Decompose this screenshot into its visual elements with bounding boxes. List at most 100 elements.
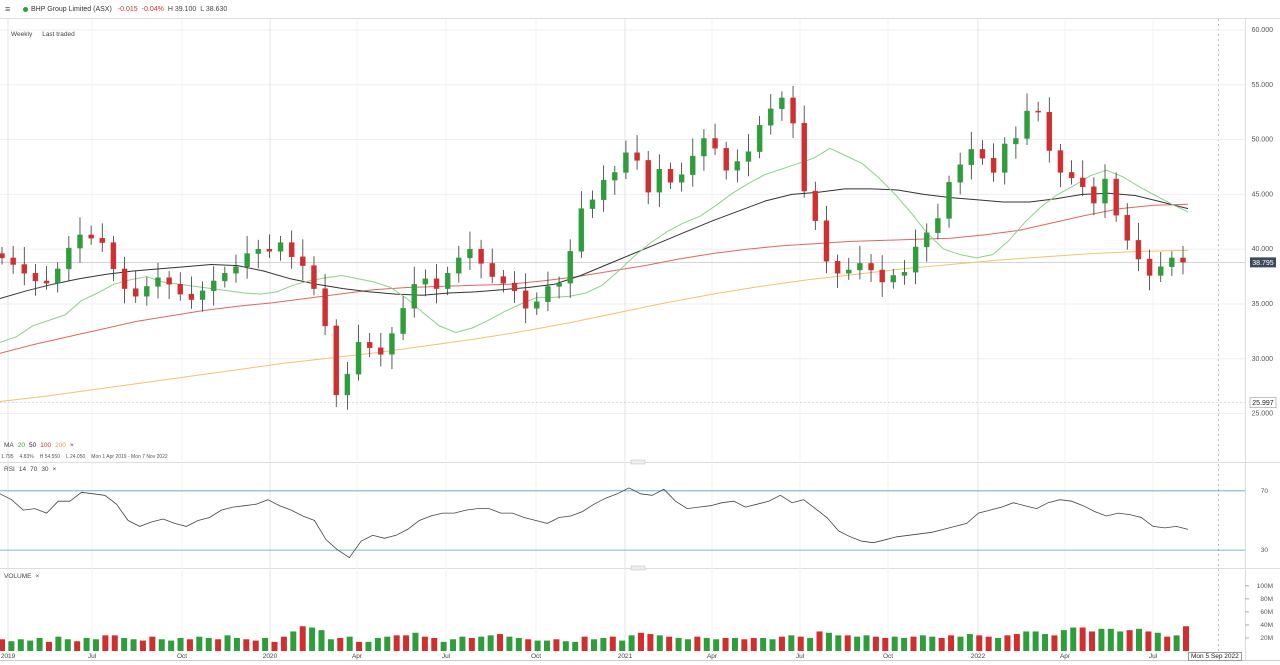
volume-bar: [1136, 628, 1143, 651]
candle-body: [77, 234, 83, 249]
candle-body: [979, 149, 986, 159]
session-high: H 39.100: [167, 5, 197, 13]
price-tick-label: 50.000: [1252, 137, 1274, 144]
rsi-label[interactable]: RSI: [4, 466, 15, 473]
ma20-line: [0, 147, 1189, 343]
volume-bar: [778, 636, 785, 651]
volume-bar: [309, 627, 316, 651]
ma-label[interactable]: MA: [4, 442, 14, 449]
ma-stat-range: Mon 1 Apr 2019 - Mon 7 Nov 2022: [91, 454, 168, 460]
rsi-legend: RSI 14 70 30 ×: [4, 466, 56, 473]
interval-selector[interactable]: Weekly: [11, 31, 33, 38]
candle-body: [478, 248, 484, 264]
volume-bar: [976, 635, 983, 651]
candle-body: [344, 373, 351, 396]
candle-body: [1169, 257, 1175, 267]
candle-body: [556, 282, 562, 287]
volume-bar: [985, 636, 992, 651]
price-tick-label: 45.000: [1252, 191, 1274, 198]
candle-body: [155, 277, 161, 287]
volume-bar: [92, 639, 99, 651]
volume-bar: [525, 639, 532, 651]
candle-body: [567, 251, 573, 284]
candle-body: [834, 261, 841, 274]
volume-bar: [280, 636, 287, 651]
volume-bar: [835, 635, 842, 651]
rsi-upper: 70: [30, 466, 38, 473]
volume-bar: [74, 641, 81, 651]
candle-body: [1002, 143, 1008, 173]
candle-body: [801, 122, 807, 192]
candle-body: [132, 288, 139, 297]
ma-stat-low: L 24.050: [66, 454, 86, 460]
volume-bar: [1126, 630, 1133, 651]
volume-bar: [468, 637, 475, 651]
volume-bar: [1070, 627, 1077, 651]
ma-close-icon[interactable]: ×: [69, 442, 74, 449]
volume-bar: [797, 636, 804, 651]
candle-body: [522, 290, 529, 309]
volume-bar: [807, 637, 814, 651]
rsi-close-icon[interactable]: ×: [52, 466, 57, 473]
volume-bar: [1004, 635, 1011, 651]
volume-bar: [515, 637, 522, 651]
session-low: L 38.630: [200, 5, 228, 13]
candle-body: [144, 286, 150, 297]
candle-body: [0, 253, 5, 259]
volume-bar: [1183, 626, 1189, 651]
candle-body: [177, 284, 183, 295]
time-tick-label: Apr: [352, 653, 363, 660]
volume-close-icon[interactable]: ×: [35, 573, 40, 580]
candle-body: [366, 342, 373, 349]
candle-body: [88, 234, 94, 239]
panel-resize-handle: [630, 565, 646, 571]
candle-body: [634, 152, 640, 161]
candle-body: [66, 247, 72, 270]
candle-body: [99, 237, 105, 243]
volume-label[interactable]: VOLUME: [4, 573, 32, 580]
volume-bar: [647, 634, 654, 651]
candle-body: [589, 199, 596, 209]
ma50-line: [0, 188, 1189, 299]
candle-body: [1035, 110, 1041, 113]
volume-bar: [186, 639, 193, 651]
time-tick-label: Jul: [88, 653, 97, 660]
menu-icon[interactable]: ≡: [5, 4, 11, 14]
volume-bar: [168, 640, 175, 651]
time-tick-label: Jul: [442, 653, 451, 660]
crosshair-date-label: Mon 5 Sep 2022: [1188, 652, 1242, 661]
volume-bar: [450, 639, 457, 651]
chart-options: Weekly Last traded: [11, 31, 75, 38]
candle-body: [1013, 138, 1019, 145]
candle-body: [110, 242, 117, 270]
volume-bar: [854, 636, 861, 651]
moving-average-lines: [0, 147, 1189, 402]
candle-body: [1102, 178, 1108, 204]
candle-body: [444, 273, 451, 289]
candle-body: [1146, 258, 1153, 276]
price-tick-label: 60.000: [1252, 27, 1274, 34]
candle-body: [879, 269, 885, 283]
price-type-selector[interactable]: Last traded: [42, 31, 75, 38]
volume-bar: [741, 639, 748, 651]
volume-bar: [675, 637, 682, 651]
volume-bar: [609, 636, 616, 651]
time-tick-label: Oct: [531, 653, 541, 660]
volume-bar: [121, 637, 128, 651]
volume-bar: [825, 632, 832, 651]
time-tick-label: Oct: [177, 653, 187, 660]
candle-body: [266, 248, 273, 252]
volume-bar: [318, 630, 325, 651]
price-candles: [0, 85, 1186, 410]
volume-bar: [440, 641, 447, 651]
candle-body: [1180, 257, 1186, 263]
volume-bar: [901, 637, 908, 651]
volume-bar: [215, 639, 222, 651]
ma100-label: 100: [40, 442, 52, 449]
candle-body: [389, 333, 395, 355]
candle-body: [378, 347, 384, 355]
volume-bar: [966, 634, 973, 651]
candle-body: [623, 152, 629, 173]
candle-body: [1046, 111, 1053, 151]
